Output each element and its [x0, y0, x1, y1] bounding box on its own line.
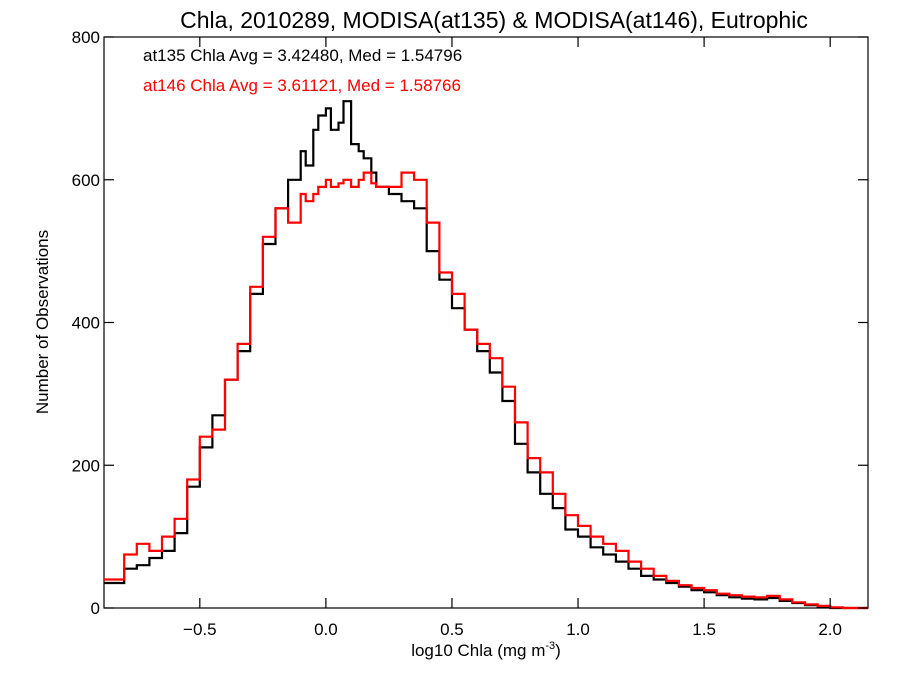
- tick-layer: −0.5 0.0 0.5 1.0 1.5 2.0 0 200 400 600 800: [72, 28, 868, 639]
- y-tick-label: 200: [72, 456, 100, 475]
- y-tick-label: 600: [72, 171, 100, 190]
- x-tick-label: 1.5: [692, 620, 716, 639]
- x-tick-label: 0.5: [440, 620, 464, 639]
- y-tick-label: 400: [72, 314, 100, 333]
- y-tick-label: 0: [91, 599, 100, 618]
- x-axis-label: log10 Chla (mg m-3): [411, 640, 561, 660]
- y-tick-label: 800: [72, 28, 100, 47]
- x-tick-label: 2.0: [818, 620, 842, 639]
- x-tick-label: 0.0: [314, 620, 338, 639]
- x-tick-label: 1.0: [566, 620, 590, 639]
- x-tick-label: −0.5: [183, 620, 217, 639]
- series-1-histogram: [104, 171, 868, 610]
- x-axis-label-close: ): [555, 641, 561, 660]
- y-axis-label: Number of Observations: [33, 230, 52, 414]
- x-axis-label-sup: -3: [545, 640, 555, 652]
- x-axis-label-main: log10 Chla (mg m: [411, 641, 545, 660]
- series-layer: [104, 100, 868, 610]
- annotation-at146: at146 Chla Avg = 3.61121, Med = 1.58766: [143, 76, 461, 95]
- plot-area: −0.5 0.0 0.5 1.0 1.5 2.0 0 200 400 600 800: [72, 28, 869, 639]
- chart-title: Chla, 2010289, MODISA(at135) & MODISA(at…: [180, 7, 808, 33]
- series-0-histogram: [104, 100, 868, 610]
- plot-frame: [103, 36, 869, 609]
- annotation-at135: at135 Chla Avg = 3.42480, Med = 1.54796: [143, 46, 462, 65]
